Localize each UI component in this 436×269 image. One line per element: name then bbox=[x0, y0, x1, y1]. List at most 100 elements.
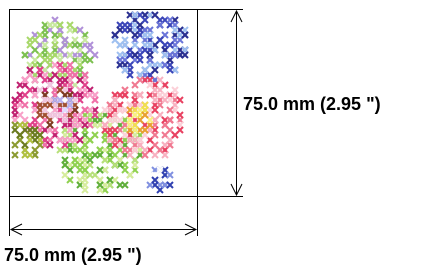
cross-stitch bbox=[37, 132, 43, 138]
cross-stitch bbox=[22, 52, 28, 58]
cross-stitch bbox=[82, 107, 88, 113]
cross-stitch bbox=[17, 132, 23, 138]
cross-stitch bbox=[167, 182, 173, 188]
cross-stitch bbox=[77, 77, 83, 83]
cross-stitch bbox=[57, 67, 63, 73]
height-label: 75.0 mm (2.95 ") bbox=[243, 94, 381, 114]
cross-stitch bbox=[82, 122, 88, 128]
cross-stitch bbox=[177, 97, 183, 103]
cross-stitch bbox=[42, 27, 48, 33]
cross-stitch bbox=[42, 57, 48, 63]
cross-stitch bbox=[62, 172, 68, 178]
cross-stitch bbox=[37, 67, 43, 73]
cross-stitch bbox=[32, 147, 38, 153]
cross-stitch bbox=[32, 77, 38, 83]
cross-stitch bbox=[57, 22, 63, 28]
cross-stitch bbox=[152, 132, 158, 138]
cross-stitch bbox=[182, 52, 188, 58]
cross-stitch bbox=[122, 92, 128, 98]
cross-stitch bbox=[52, 42, 58, 48]
cross-stitch bbox=[87, 157, 93, 163]
cross-stitch bbox=[172, 27, 178, 33]
cross-stitch bbox=[112, 162, 118, 168]
cross-stitch bbox=[47, 122, 53, 128]
cross-stitch bbox=[147, 82, 153, 88]
cross-stitch bbox=[152, 177, 158, 183]
embroidery-design bbox=[12, 12, 188, 193]
cross-stitch bbox=[167, 117, 173, 123]
cross-stitch bbox=[182, 32, 188, 38]
cross-stitch bbox=[142, 67, 148, 73]
cross-stitch bbox=[102, 122, 108, 128]
cross-stitch bbox=[162, 52, 168, 58]
cross-stitch bbox=[177, 112, 183, 118]
cross-stitch bbox=[132, 112, 138, 118]
cross-stitch bbox=[132, 147, 138, 153]
cross-stitch bbox=[127, 122, 133, 128]
cross-stitch bbox=[112, 97, 118, 103]
cross-stitch bbox=[122, 27, 128, 33]
cross-stitch bbox=[67, 62, 73, 68]
cross-stitch bbox=[97, 167, 103, 173]
cross-stitch bbox=[117, 42, 123, 48]
cross-stitch bbox=[107, 177, 113, 183]
cross-stitch bbox=[102, 157, 108, 163]
cross-stitch bbox=[47, 142, 53, 148]
cross-stitch bbox=[12, 97, 18, 103]
cross-stitch bbox=[52, 112, 58, 118]
cross-stitch bbox=[97, 182, 103, 188]
cross-stitch bbox=[12, 122, 18, 128]
cross-stitch bbox=[112, 117, 118, 123]
cross-stitch bbox=[62, 37, 68, 43]
cross-stitch bbox=[82, 37, 88, 43]
cross-stitch bbox=[152, 12, 158, 18]
cross-stitch bbox=[132, 32, 138, 38]
cross-stitch bbox=[132, 137, 138, 143]
cross-stitch bbox=[167, 107, 173, 113]
cross-stitch bbox=[112, 137, 118, 143]
cross-stitch bbox=[42, 42, 48, 48]
cross-stitch bbox=[77, 27, 83, 33]
cross-stitch bbox=[167, 42, 173, 48]
cross-stitch bbox=[57, 137, 63, 143]
cross-stitch bbox=[167, 172, 173, 178]
cross-stitch bbox=[67, 22, 73, 28]
cross-stitch bbox=[22, 77, 28, 83]
cross-stitch bbox=[102, 107, 108, 113]
cross-stitch bbox=[22, 102, 28, 108]
cross-stitch bbox=[162, 97, 168, 103]
cross-stitch bbox=[47, 82, 53, 88]
cross-stitch bbox=[137, 77, 143, 83]
cross-stitch bbox=[57, 97, 63, 103]
design-size-view: 75.0 mm (2.95 ") 75.0 mm (2.95 ") bbox=[0, 0, 436, 269]
cross-stitch bbox=[117, 182, 123, 188]
cross-stitch bbox=[142, 112, 148, 118]
cross-stitch bbox=[167, 67, 173, 73]
cross-stitch bbox=[82, 167, 88, 173]
cross-stitch bbox=[147, 52, 153, 58]
cross-stitch bbox=[132, 42, 138, 48]
cross-stitch bbox=[172, 52, 178, 58]
cross-stitch bbox=[152, 67, 158, 73]
cross-stitch bbox=[27, 67, 33, 73]
cross-stitch bbox=[77, 137, 83, 143]
cross-stitch bbox=[22, 152, 28, 158]
width-label: 75.0 mm (2.95 ") bbox=[4, 245, 142, 265]
cross-stitch bbox=[32, 37, 38, 43]
cross-stitch bbox=[82, 182, 88, 188]
cross-stitch bbox=[147, 42, 153, 48]
cross-stitch bbox=[157, 22, 163, 28]
cross-stitch bbox=[152, 107, 158, 113]
cross-stitch bbox=[62, 157, 68, 163]
cross-stitch bbox=[142, 152, 148, 158]
cross-stitch bbox=[12, 152, 18, 158]
cross-stitch bbox=[62, 77, 68, 83]
cross-stitch bbox=[72, 42, 78, 48]
cross-stitch bbox=[87, 47, 93, 53]
cross-stitch bbox=[122, 67, 128, 73]
cross-stitch bbox=[87, 92, 93, 98]
cross-stitch bbox=[152, 152, 158, 158]
cross-stitch bbox=[167, 17, 173, 23]
cross-stitch bbox=[172, 132, 178, 138]
cross-stitch bbox=[122, 147, 128, 153]
